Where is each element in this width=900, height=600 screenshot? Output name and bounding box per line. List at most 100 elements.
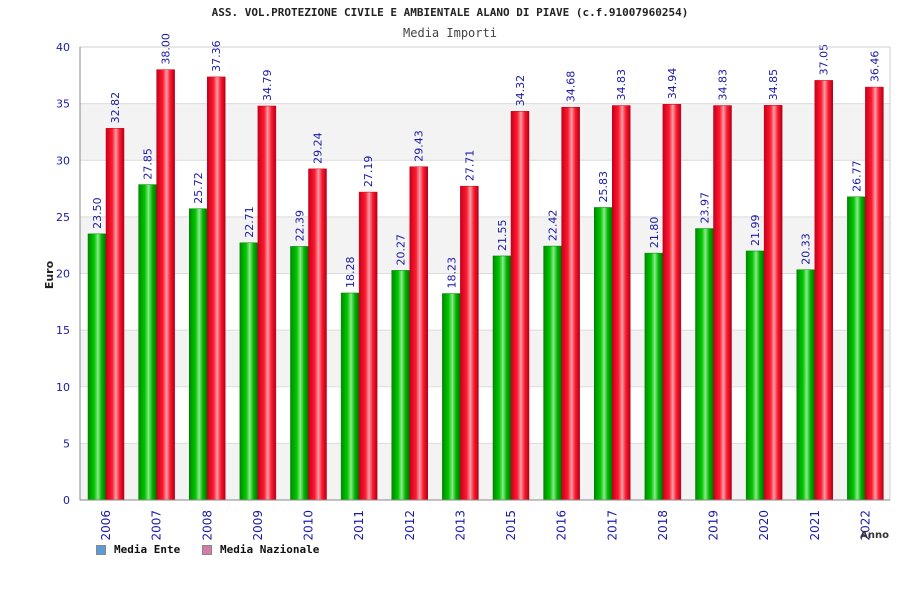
y-tick-label: 0	[63, 494, 70, 507]
x-tick-label: 2016	[555, 510, 569, 541]
x-tick-label: 2021	[808, 510, 822, 541]
bar-media-nazionale-2017	[612, 105, 631, 501]
data-label: 34.83	[717, 69, 730, 101]
bar-media-ente-2015	[492, 255, 512, 501]
data-label: 32.82	[109, 92, 122, 124]
bar-media-ente-2020	[745, 250, 765, 501]
y-tick-label: 35	[56, 98, 70, 111]
axes	[79, 46, 891, 501]
chart-title: ASS. VOL.PROTEZIONE CIVILE E AMBIENTALE …	[211, 6, 689, 19]
bar-media-ente-2010	[290, 246, 309, 501]
data-label: 22.71	[243, 206, 256, 238]
legend-swatch-ente	[96, 544, 106, 555]
bar-media-ente-2022	[847, 196, 866, 501]
data-label: 26.77	[850, 160, 863, 192]
data-label: 18.23	[445, 257, 458, 289]
bar-media-nazionale-2021	[814, 80, 833, 501]
bar-media-nazionale-2013	[460, 185, 479, 501]
bar-media-nazionale-2012	[409, 166, 428, 501]
bar-media-nazionale-2010	[308, 168, 327, 501]
x-tick-label: 2013	[453, 510, 467, 541]
x-tick-label: 2012	[403, 510, 417, 541]
data-label: 21.80	[648, 217, 661, 249]
data-label: 34.83	[615, 69, 628, 101]
data-label: 27.85	[142, 148, 155, 180]
y-axis-label: Euro	[43, 260, 56, 289]
bar-media-nazionale-2018	[662, 104, 682, 501]
x-tick-label: 2010	[302, 510, 316, 541]
data-label: 18.28	[344, 256, 357, 288]
data-label: 23.50	[91, 197, 104, 229]
legend-item-media-nazionale: Media Nazionale	[202, 543, 319, 556]
y-tick-label: 15	[56, 324, 70, 337]
data-label: 21.99	[749, 214, 762, 246]
data-label: 27.19	[362, 156, 375, 188]
bar-media-nazionale-2008	[207, 76, 226, 501]
y-tick-label: 25	[56, 211, 70, 224]
data-label: 27.71	[463, 150, 476, 182]
y-tick-label: 20	[56, 268, 70, 281]
x-tick-label: 2009	[251, 510, 265, 541]
data-label: 29.24	[312, 132, 325, 164]
bar-media-nazionale-2019	[713, 105, 732, 501]
legend-item-media-ente: Media Ente	[96, 543, 180, 556]
data-label: 34.94	[666, 68, 679, 100]
data-label: 20.33	[800, 233, 813, 265]
bar-media-nazionale-2006	[105, 128, 125, 501]
data-label: 34.68	[565, 71, 578, 103]
x-tick-label: 2018	[656, 510, 670, 541]
bar-media-ente-2012	[391, 270, 410, 501]
data-label: 29.43	[413, 130, 426, 162]
bar-media-ente-2021	[796, 269, 815, 501]
bar-media-nazionale-2011	[358, 191, 378, 501]
x-tick-label: 2006	[99, 510, 113, 541]
legend-label-nazionale: Media Nazionale	[220, 543, 320, 556]
bar-media-ente-2007	[138, 184, 157, 501]
y-tick-label: 40	[56, 41, 70, 54]
y-tick-label: 30	[56, 154, 70, 167]
data-label: 34.79	[261, 70, 274, 102]
data-label: 21.55	[496, 219, 509, 251]
bar-media-ente-2008	[189, 208, 208, 501]
data-label: 36.46	[868, 51, 881, 83]
legend-swatch-nazionale	[202, 544, 212, 555]
legend-label-ente: Media Ente	[114, 543, 181, 556]
bar-media-nazionale-2020	[763, 105, 783, 501]
data-label: 25.72	[192, 172, 205, 204]
x-tick-label: 2022	[858, 510, 872, 541]
data-label: 34.85	[767, 69, 780, 101]
x-axis-label: Anno	[860, 530, 889, 541]
data-label: 23.97	[699, 192, 712, 224]
x-tick-label: 2008	[200, 510, 214, 541]
bar-media-ente-2019	[695, 228, 714, 501]
bar-media-ente-2009	[239, 242, 259, 501]
bar-media-nazionale-2009	[257, 105, 277, 501]
bar-media-ente-2018	[644, 252, 664, 501]
data-label: 22.39	[294, 210, 307, 242]
data-label: 37.05	[818, 44, 831, 76]
data-label: 38.00	[160, 33, 173, 65]
bar-media-nazionale-2022	[865, 86, 884, 501]
bar-media-ente-2017	[594, 207, 613, 501]
x-tick-label: 2015	[504, 510, 518, 541]
bar-media-nazionale-2007	[156, 69, 175, 501]
x-tick-label: 2019	[707, 510, 721, 541]
bar-media-ente-2016	[543, 245, 562, 501]
bar-media-ente-2006	[87, 233, 107, 501]
y-tick-label: 10	[56, 381, 70, 394]
bar-media-ente-2013	[442, 293, 461, 501]
y-tick-label: 5	[63, 437, 70, 450]
bar-media-nazionale-2016	[561, 106, 580, 501]
x-tick-label: 2017	[605, 510, 619, 541]
data-label: 25.83	[597, 171, 610, 203]
bars-group: 23.50 32.82 2006 27.85 38.00 2007 25.72 37.36 20…	[87, 33, 884, 541]
x-tick-label: 2011	[352, 510, 366, 541]
bar-media-ente-2011	[340, 292, 360, 501]
x-tick-label: 2020	[757, 510, 771, 541]
data-label: 34.32	[514, 75, 527, 107]
data-label: 20.27	[395, 234, 408, 266]
x-tick-label: 2007	[150, 510, 164, 541]
bar-media-nazionale-2015	[510, 111, 530, 501]
data-label: 37.36	[210, 40, 223, 72]
